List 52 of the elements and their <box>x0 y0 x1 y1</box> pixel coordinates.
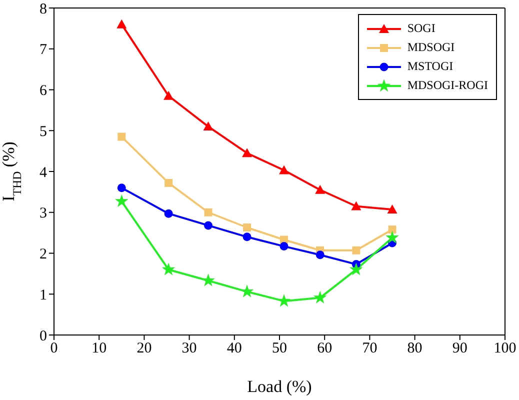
x-tick-label: 70 <box>362 340 378 357</box>
y-tick-label: 4 <box>40 164 48 181</box>
point <box>352 246 360 254</box>
x-tick-label: 10 <box>92 340 107 357</box>
point <box>387 204 398 214</box>
y-tick-label: 0 <box>40 328 47 344</box>
point <box>388 226 396 234</box>
point <box>242 148 252 158</box>
point <box>279 165 290 174</box>
point <box>313 290 327 304</box>
point <box>164 209 173 218</box>
x-tick-label: 90 <box>452 340 468 357</box>
y-tick-label: 5 <box>40 124 47 140</box>
x-axis-title: Load (%) <box>247 377 312 396</box>
point <box>243 224 252 232</box>
legend-label: MDSOGI-ROGI <box>407 78 488 93</box>
x-tick-label: 0 <box>50 340 58 357</box>
point <box>280 242 288 251</box>
y-tick-label: 6 <box>40 83 48 100</box>
point <box>202 274 215 286</box>
point <box>164 178 173 187</box>
point <box>277 294 291 307</box>
point <box>350 262 363 276</box>
point <box>242 232 252 242</box>
point <box>316 250 324 260</box>
point <box>204 208 212 216</box>
y-tick-label: 8 <box>40 1 47 18</box>
point <box>116 19 127 28</box>
x-tick-label: 80 <box>407 340 422 357</box>
point <box>117 184 126 192</box>
point <box>386 230 399 244</box>
point <box>203 122 214 131</box>
x-tick-label: 40 <box>226 340 242 357</box>
point <box>351 201 362 210</box>
x-tick-label: 50 <box>272 340 287 357</box>
y-tick-label: 1 <box>40 287 47 304</box>
point <box>162 262 176 276</box>
x-tick-label: 60 <box>317 340 332 357</box>
x-tick-label: 100 <box>494 340 516 357</box>
point <box>118 132 126 141</box>
y-tick-label: 3 <box>40 206 47 222</box>
point <box>204 221 212 230</box>
point <box>164 90 174 100</box>
point <box>315 184 326 194</box>
y-tick-label: 7 <box>40 42 48 58</box>
point <box>114 194 128 207</box>
x-tick-label: 30 <box>182 340 197 357</box>
y-tick-label: 2 <box>40 246 47 263</box>
legend-label: SOGI <box>407 21 436 36</box>
legend-label: MSTOGI <box>407 59 454 74</box>
x-tick-label: 20 <box>136 340 152 357</box>
legend-label: MDSOGI <box>407 40 455 55</box>
